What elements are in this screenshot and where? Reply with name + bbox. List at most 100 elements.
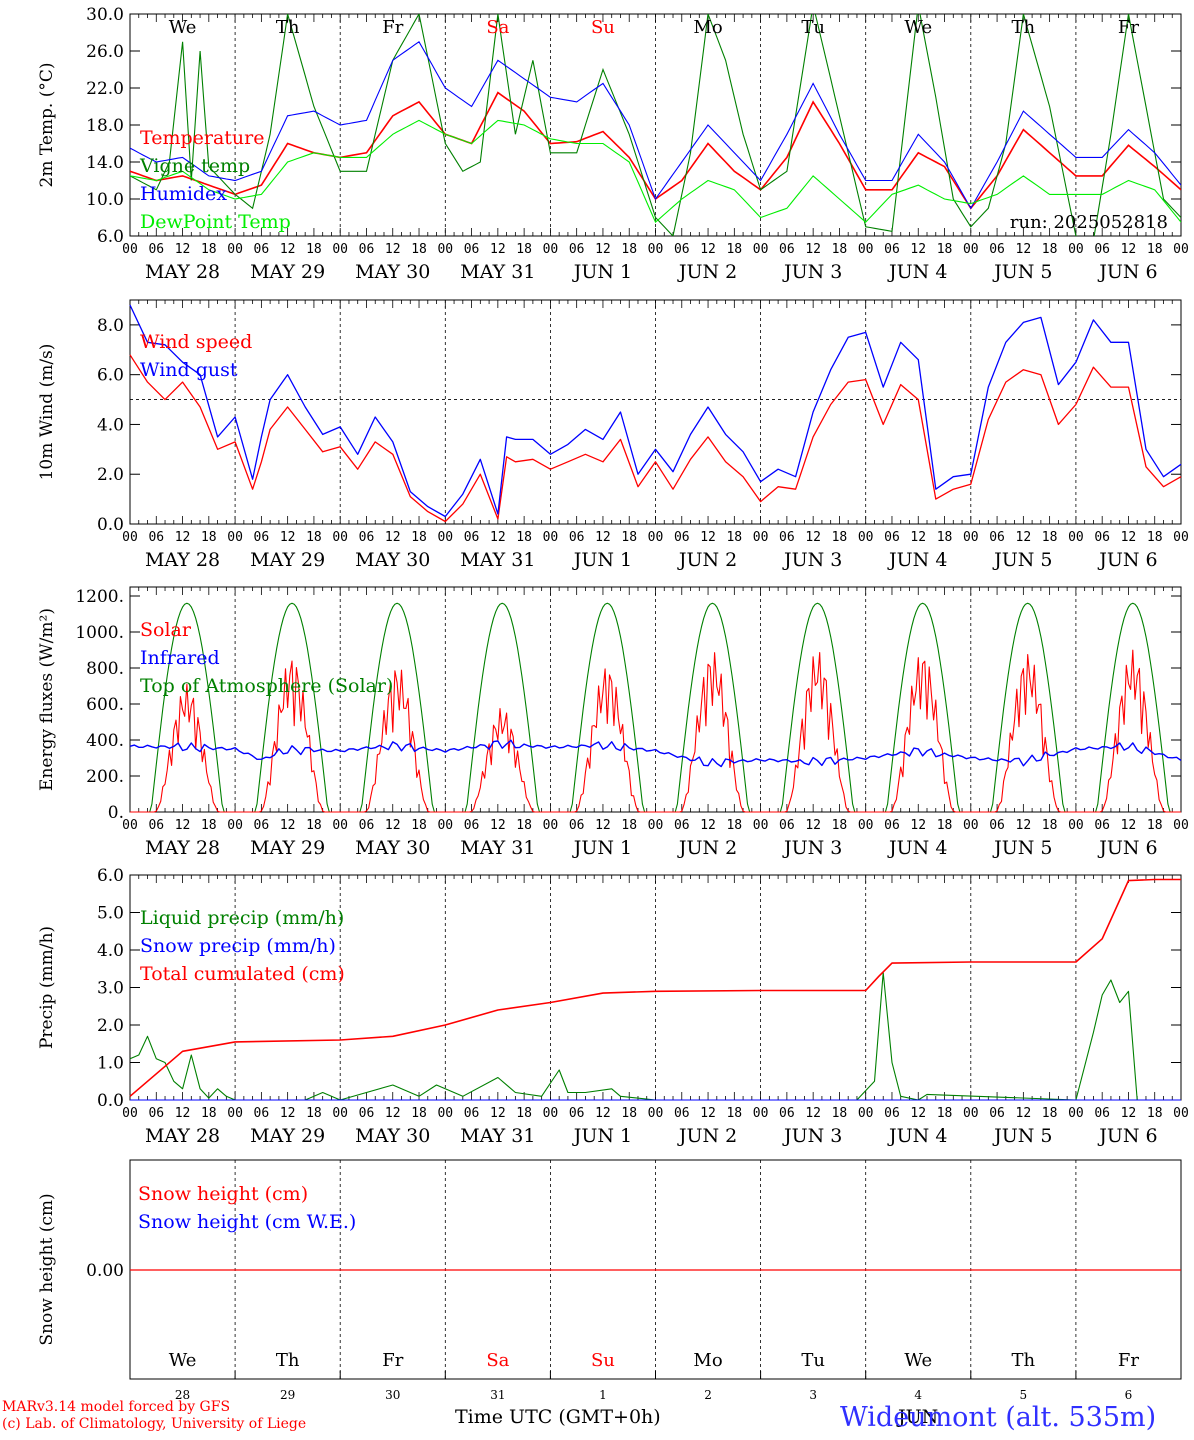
x-tick-label: 06 — [989, 818, 1005, 833]
day-label: JUN 5 — [992, 1125, 1052, 1147]
x-tick-label: 12 — [175, 242, 191, 257]
x-tick-label: 12 — [700, 530, 716, 545]
x-tick-label: 06 — [464, 530, 480, 545]
x-tick-label: 18 — [411, 818, 427, 833]
y-tick-label: 4.0 — [97, 941, 124, 961]
y-axis-title: Energy fluxes (W/m²) — [37, 608, 57, 791]
x-tick-label: 06 — [148, 242, 164, 257]
day-label: MAY 28 — [145, 1125, 220, 1147]
y-tick-label: 2.0 — [97, 465, 124, 485]
series-dewpoint-temp — [130, 119, 1181, 224]
x-tick-label: 18 — [621, 530, 637, 545]
panel-frame — [129, 299, 1182, 525]
weekday-label: Th — [276, 1350, 300, 1371]
legend-vigne-temp: Vigne temp — [139, 155, 250, 177]
x-tick-label: 00 — [858, 1106, 874, 1121]
x-tick-label: 06 — [989, 242, 1005, 257]
run-label: run: 2025052818 — [1010, 212, 1168, 233]
weekday-label: We — [169, 17, 197, 38]
day-label: MAY 29 — [250, 1125, 325, 1147]
day-label: MAY 29 — [250, 837, 325, 859]
x-tick-label: 18 — [621, 818, 637, 833]
x-tick-label: 00 — [753, 818, 769, 833]
x-tick-label: 00 — [648, 242, 664, 257]
x-tick-label: 18 — [832, 818, 848, 833]
x-tick-label: 12 — [805, 818, 821, 833]
x-tick-label: 18 — [726, 1106, 742, 1121]
weekday-label: We — [904, 1350, 932, 1371]
x-tick-label: 12 — [280, 530, 296, 545]
x-tick-label: 18 — [1042, 1106, 1058, 1121]
y-tick-label: 1200. — [75, 587, 124, 607]
x-tick-label: 06 — [359, 242, 375, 257]
series-humidex — [130, 41, 1181, 210]
y-tick-label: 600. — [86, 695, 124, 715]
series-infrared — [129, 739, 1182, 768]
x-tick-label: 06 — [569, 1106, 585, 1121]
weekday-label: We — [169, 1350, 197, 1371]
y-tick-label: 400. — [86, 731, 124, 751]
x-tick-label: 06 — [989, 530, 1005, 545]
x-tick-label: 00 — [1068, 818, 1084, 833]
x-tick-label: 18 — [1042, 242, 1058, 257]
x-tick-label: 12 — [280, 1106, 296, 1121]
day-number: 31 — [490, 1388, 505, 1402]
y-tick-label: 0. — [108, 803, 124, 823]
x-tick-label: 00 — [122, 1106, 138, 1121]
day-number: 3 — [809, 1388, 817, 1402]
x-tick-label: 12 — [490, 242, 506, 257]
day-label: JUN 2 — [677, 549, 737, 571]
x-tick-label: 00 — [122, 242, 138, 257]
x-tick-label: 12 — [595, 530, 611, 545]
day-label: MAY 31 — [460, 549, 535, 571]
day-label: MAY 31 — [460, 1125, 535, 1147]
x-tick-label: 12 — [805, 1106, 821, 1121]
x-tick-label: 00 — [332, 1106, 348, 1121]
day-label: JUN 1 — [572, 261, 632, 283]
y-axis-title: Snow height (cm) — [37, 1193, 57, 1345]
y-tick-label: 6.0 — [97, 366, 124, 386]
x-tick-label: 12 — [1016, 1106, 1032, 1121]
day-label: JUN 5 — [992, 837, 1052, 859]
series-solar — [130, 649, 1181, 813]
x-tick-label: 12 — [700, 818, 716, 833]
x-tick-label: 18 — [937, 1106, 953, 1121]
day-label: MAY 31 — [460, 837, 535, 859]
x-tick-label: 12 — [385, 242, 401, 257]
y-axis-title: 10m Wind (m/s) — [37, 344, 57, 481]
x-tick-label: 06 — [569, 818, 585, 833]
day-label: MAY 30 — [355, 837, 430, 859]
x-axis-title: Time UTC (GMT+0h) — [455, 1406, 661, 1428]
weekday-label: Mo — [693, 1350, 722, 1371]
temperature-plot-area — [130, 14, 1181, 236]
x-tick-label: 00 — [332, 242, 348, 257]
x-tick-label: 12 — [1016, 818, 1032, 833]
day-label: MAY 30 — [355, 549, 430, 571]
legend-solar: Solar — [140, 619, 192, 641]
day-label: JUN 5 — [992, 261, 1052, 283]
y-tick-label: 3.0 — [97, 979, 124, 999]
x-tick-label: 00 — [858, 242, 874, 257]
x-tick-label: 18 — [201, 530, 217, 545]
legend-snow-precip: Snow precip (mm/h) — [140, 935, 336, 957]
legend-wind-speed: Wind speed — [140, 331, 252, 353]
x-tick-label: 12 — [595, 242, 611, 257]
x-tick-label: 00 — [858, 818, 874, 833]
day-number: 2 — [704, 1388, 712, 1402]
x-tick-label: 00 — [1068, 530, 1084, 545]
y-tick-label: 1000. — [75, 623, 124, 643]
weekday-label: Fr — [1118, 17, 1139, 38]
day-label: MAY 30 — [355, 1125, 430, 1147]
x-tick-label: 18 — [1147, 1106, 1163, 1121]
day-label: MAY 31 — [460, 261, 535, 283]
series-wind-speed — [129, 354, 1182, 523]
x-tick-label: 00 — [1173, 1106, 1189, 1121]
series-vigne-temp — [130, 14, 1181, 236]
x-tick-label: 18 — [306, 530, 322, 545]
legend-humidex: Humidex — [140, 183, 227, 205]
legend-total-cumulated: Total cumulated (cm) — [140, 963, 345, 985]
y-tick-label: 0.0 — [97, 1091, 124, 1111]
x-tick-label: 18 — [306, 818, 322, 833]
y-tick-label: 22.0 — [86, 79, 124, 99]
